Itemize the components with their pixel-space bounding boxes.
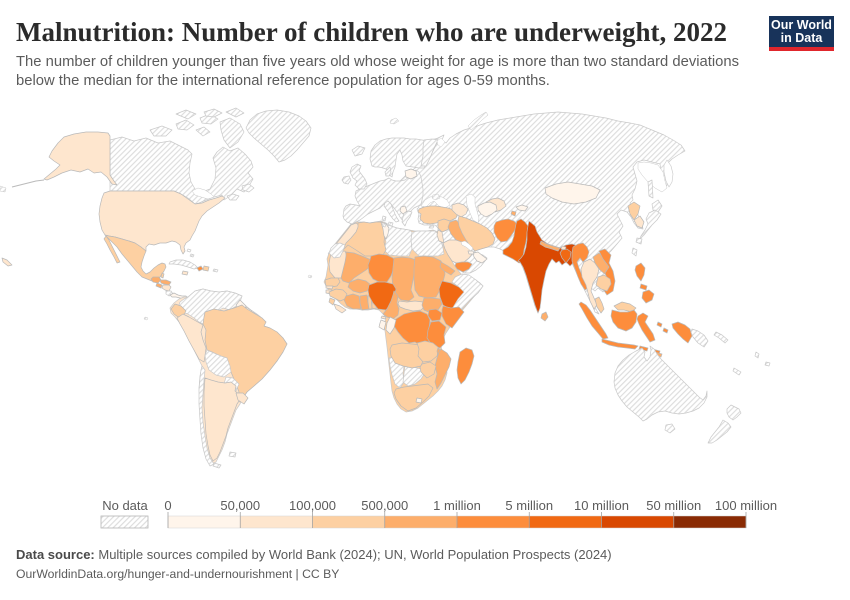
svg-text:50,000: 50,000	[220, 498, 260, 513]
svg-text:50 million: 50 million	[646, 498, 701, 513]
svg-text:0: 0	[164, 498, 171, 513]
svg-text:100 million: 100 million	[715, 498, 777, 513]
svg-text:5 million: 5 million	[505, 498, 553, 513]
svg-text:No data: No data	[102, 498, 148, 513]
svg-text:100,000: 100,000	[289, 498, 336, 513]
svg-text:10 million: 10 million	[574, 498, 629, 513]
svg-text:500,000: 500,000	[361, 498, 408, 513]
svg-text:1 million: 1 million	[433, 498, 481, 513]
